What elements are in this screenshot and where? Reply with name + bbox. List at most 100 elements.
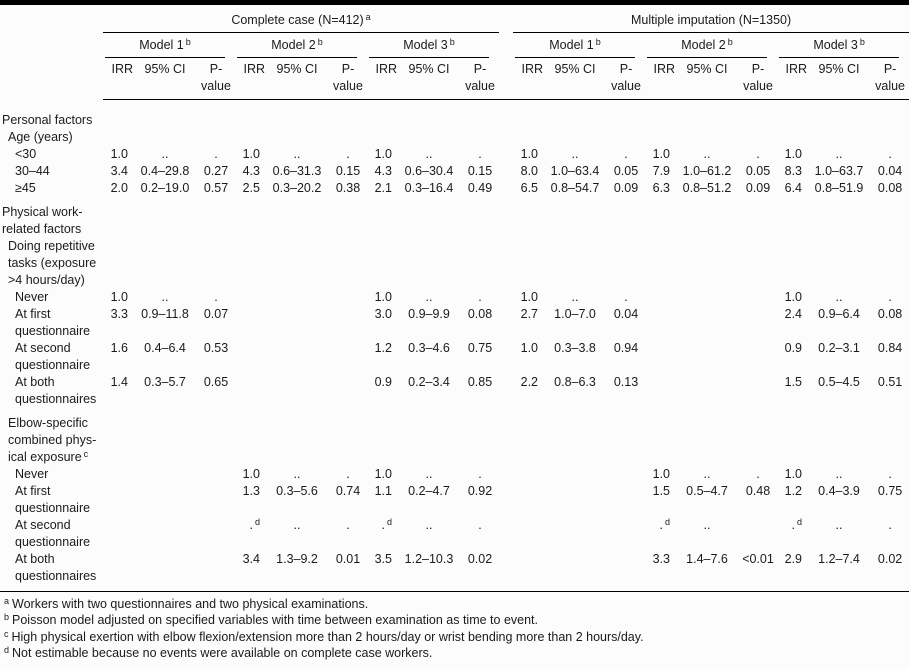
data-cell: . [214, 289, 218, 304]
footnote-marker: b [317, 37, 323, 47]
data-cell: 0.3–3.8 [554, 340, 596, 355]
data-cell: 0.94 [613, 340, 639, 355]
data-cell [675, 340, 739, 374]
table-header: Complete case (N=412) a Multiple imputatio… [0, 5, 909, 100]
data-cell: 0.4–3.9 [818, 483, 860, 498]
table-row: At both questionnaires 1.4 0.3–5.7 0.65 0.9 0… [0, 374, 909, 408]
footnote-marker: d [4, 645, 10, 655]
empty-cells [103, 408, 909, 466]
col-header-irr: IRR [367, 58, 397, 100]
col-header-p: P- value [607, 58, 646, 100]
data-cell: 0.8–51.9 [814, 180, 864, 195]
data-cell [235, 289, 265, 306]
column-gap [499, 58, 514, 100]
data-cell: 2.4 [784, 306, 803, 321]
table-row: At both questionnaires 3.4 1.3–9.2 0.01 3.5 1… [0, 551, 909, 585]
data-cell [103, 466, 133, 483]
data-cell: 0.27 [203, 163, 229, 178]
footnote-text: Poisson model adjusted on specified vari… [12, 613, 538, 627]
data-cell: 1.0–7.0 [554, 306, 596, 321]
column-header-row: IRR 95% CI P- value IRR 95% CI P- value IRR 95%… [0, 58, 909, 100]
data-cell [265, 340, 329, 374]
data-cell: 0.08 [877, 180, 903, 195]
column-gap [499, 180, 513, 197]
data-cell: 0.49 [467, 180, 493, 195]
data-cell: 1.0 [110, 146, 128, 161]
data-cell: 1.0 [242, 146, 260, 161]
footnote-marker: c [83, 448, 89, 459]
footnote-marker: b [859, 37, 865, 47]
data-cell: . [888, 466, 892, 481]
data-cell: 0.5–4.7 [686, 483, 728, 498]
data-cell: 0.05 [745, 163, 771, 178]
col-header-p: P- value [461, 58, 500, 100]
data-cell: 0.75 [877, 483, 903, 498]
data-cell: 0.92 [467, 483, 493, 498]
column-gap [499, 483, 513, 517]
data-cell [513, 551, 543, 585]
data-cell: 1.0 [374, 289, 392, 304]
data-cell: .. [835, 146, 843, 161]
data-cell: 0.13 [613, 374, 639, 389]
data-cell [235, 306, 265, 340]
results-table: Complete case (N=412) a Multiple imputatio… [0, 5, 909, 585]
data-cell [675, 374, 739, 408]
data-cell: 0.02 [877, 551, 903, 566]
data-cell: . [624, 146, 628, 161]
data-cell [607, 551, 645, 585]
data-cell: 0.9 [374, 374, 392, 389]
column-gap [499, 340, 513, 374]
row-label: At first questionnaire [15, 306, 91, 338]
data-cell [739, 517, 777, 551]
data-cell: 0.05 [613, 163, 639, 178]
data-cell: 1.0 [652, 146, 671, 161]
data-cell: .. [161, 289, 169, 304]
group-header-multiple-imputation: Multiple imputation (N=1350) [513, 5, 909, 33]
data-cell: 1.1 [374, 483, 392, 498]
table-row: ≥45 2.0 0.2–19.0 0.57 2.5 0.3–20.2 0.38 2.1 0.3–… [0, 180, 909, 197]
data-cell: 1.0 [374, 466, 392, 481]
data-cell: 0.9 [784, 340, 803, 355]
data-cell: 0.04 [877, 163, 903, 178]
col-header-ci: 95% CI [675, 58, 740, 100]
data-cell: 1.5 [784, 374, 803, 389]
data-cell: 1.0 [242, 466, 260, 481]
col-header-p: P- value [871, 58, 909, 100]
table-row: <30 1.0... 1.0... 1.0... 1.0... 1.0... 1.0... [0, 146, 909, 163]
data-cell: 1.3–9.2 [276, 551, 318, 566]
footnote-text: Not estimable because no events were ava… [12, 646, 433, 660]
column-gap [499, 551, 513, 585]
col-header-ci: 95% CI [807, 58, 872, 100]
data-cell [265, 306, 329, 340]
data-cell: .. [571, 289, 579, 304]
data-cell: 0.08 [877, 306, 903, 321]
row-label: ≥45 [15, 180, 36, 195]
col-header-irr: IRR [645, 58, 676, 100]
data-cell: . [346, 517, 350, 532]
col-header-irr: IRR [103, 58, 133, 100]
section-row: Age (years) [0, 129, 909, 146]
data-cell [265, 289, 329, 306]
data-cell: 3.0 [374, 306, 392, 321]
table-row: At first questionnaire 1.3 0.3–5.6 0.74 1.1 0… [0, 483, 909, 517]
data-cell [543, 483, 607, 517]
data-cell: .. [703, 517, 711, 532]
table-row: 30–44 3.4 0.4–29.8 0.27 4.3 0.6–31.3 0.15 4.3 0.… [0, 163, 909, 180]
section-row: Physical work- related factors [0, 197, 909, 238]
data-cell: 0.2–19.0 [140, 180, 190, 195]
col-header-ci: 95% CI [543, 58, 608, 100]
data-cell: 1.0 [520, 146, 539, 161]
data-cell: 0.15 [335, 163, 361, 178]
column-gap [499, 374, 513, 408]
data-cell [739, 289, 777, 306]
data-cell [133, 517, 197, 551]
footnote-marker: a [4, 595, 10, 606]
footnote-marker: b [595, 37, 601, 47]
data-cell: 0.02 [467, 551, 493, 566]
col-header-ci: 95% CI [265, 58, 329, 100]
data-cell: 8.3 [784, 163, 803, 178]
